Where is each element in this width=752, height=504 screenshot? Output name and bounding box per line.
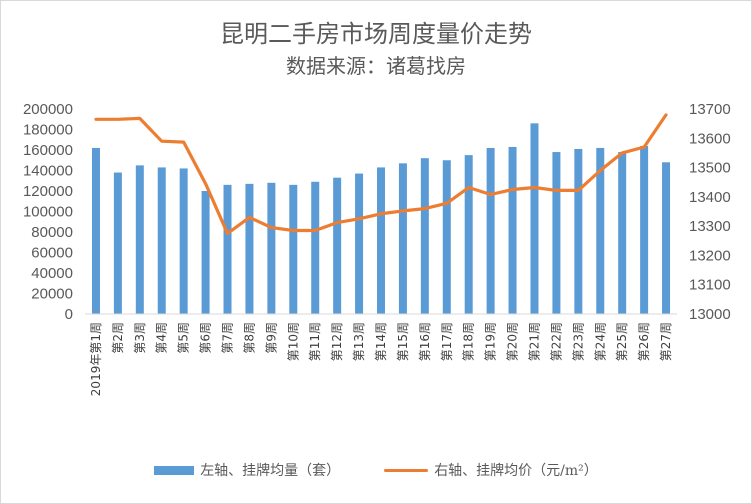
left-tick-label: 0	[65, 306, 73, 323]
x-tick-label: 2019年第1周	[89, 322, 103, 396]
right-tick-label: 13200	[689, 247, 731, 264]
x-tick-label: 第21周	[527, 322, 541, 361]
left-tick-label: 40000	[31, 265, 73, 282]
x-tick-label: 第16周	[418, 322, 432, 361]
bar	[223, 184, 232, 314]
bar	[311, 181, 320, 314]
bar	[618, 152, 627, 314]
right-tick-label: 13100	[689, 277, 731, 294]
price-line	[94, 113, 668, 236]
x-tick-label: 第15周	[396, 322, 410, 361]
left-tick-label: 200000	[23, 101, 73, 118]
legend-item-price: 右轴、挂牌均价（元/m²）	[384, 460, 598, 480]
bar	[267, 182, 276, 314]
bar	[398, 163, 407, 314]
x-tick-label: 第24周	[593, 322, 607, 361]
left-tick-label: 140000	[23, 163, 73, 180]
bar	[113, 172, 122, 314]
x-tick-label: 第17周	[440, 322, 454, 361]
x-tick-label: 第25周	[615, 322, 629, 361]
legend-label-volume: 左轴、挂牌均量（套）	[200, 463, 341, 479]
left-tick-label: 160000	[23, 142, 73, 159]
left-tick-label: 100000	[23, 204, 73, 221]
x-tick-label: 第27周	[659, 322, 673, 361]
bar	[91, 147, 100, 314]
x-tick-label: 第4周	[155, 322, 169, 354]
bar	[530, 123, 539, 314]
right-axis: 13000 13100 13200 13300 13400 13500 13600 13700	[689, 101, 731, 323]
bar	[377, 167, 385, 314]
left-tick-label: 80000	[31, 224, 73, 241]
bar	[662, 162, 671, 314]
right-tick-label: 13300	[689, 218, 731, 235]
bar	[289, 184, 298, 314]
right-tick-label: 13000	[689, 306, 731, 323]
x-tick-label: 第12周	[330, 322, 344, 361]
legend-label-price: 右轴、挂牌均价（元/m²）	[434, 463, 598, 479]
x-tick-label: 第23周	[571, 322, 585, 361]
bar	[508, 146, 517, 314]
right-tick-label: 13500	[689, 160, 731, 177]
bar	[640, 145, 649, 314]
bar	[596, 147, 605, 314]
bar	[552, 152, 561, 314]
bar	[574, 148, 583, 314]
bar	[420, 158, 429, 314]
x-tick-label: 第8周	[242, 322, 256, 354]
chart-title: 昆明二手房市场周度量价走势	[220, 20, 532, 48]
x-tick-label: 第3周	[133, 322, 147, 354]
left-tick-label: 180000	[23, 122, 73, 139]
x-tick-label: 第7周	[221, 322, 235, 354]
x-tick-label: 第10周	[286, 322, 300, 361]
chart-plot: 0 20000 40000 60000 80000 100000 120000 140000 1…	[23, 101, 731, 396]
x-tick-label: 第13周	[352, 322, 366, 361]
bar	[135, 165, 144, 314]
bar	[464, 155, 473, 314]
x-tick-label: 第20周	[506, 322, 520, 361]
line-series	[94, 113, 668, 236]
left-tick-label: 120000	[23, 183, 73, 200]
legend-item-volume: 左轴、挂牌均量（套）	[154, 460, 340, 480]
x-tick-label: 第11周	[308, 322, 322, 361]
x-tick-label: 第18周	[462, 322, 476, 361]
right-tick-label: 13600	[689, 130, 731, 147]
bar	[179, 168, 188, 314]
bar	[442, 160, 451, 314]
left-tick-label: 20000	[31, 286, 73, 303]
right-tick-label: 13700	[689, 101, 731, 118]
right-tick-label: 13400	[689, 189, 731, 206]
left-axis: 0 20000 40000 60000 80000 100000 120000 140000 1…	[23, 101, 73, 323]
bar	[333, 177, 342, 314]
bar	[486, 147, 495, 314]
x-tick-label: 第22周	[549, 322, 563, 361]
legend-line-swatch	[384, 468, 429, 472]
x-tick-label: 第9周	[264, 322, 278, 354]
x-tick-label: 第26周	[637, 322, 651, 361]
legend: 左轴、挂牌均量（套） 右轴、挂牌均价（元/m²）	[0, 460, 752, 480]
x-tick-label: 第19周	[484, 322, 498, 361]
x-axis: 2019年第1周 第2周 第3周 第4周 第5周 第6周 第7周 第8周 第9周 第10周 第11周…	[85, 313, 677, 396]
legend-bar-swatch	[154, 465, 195, 475]
bar	[157, 167, 166, 314]
x-tick-label: 第6周	[199, 322, 213, 354]
bar-series	[91, 123, 671, 314]
bar	[355, 173, 364, 314]
chart-subtitle: 数据来源：诸葛找房	[286, 54, 466, 78]
x-tick-label: 第2周	[111, 322, 125, 354]
bar	[201, 191, 210, 314]
bar	[245, 183, 254, 314]
left-tick-label: 60000	[31, 245, 73, 262]
x-tick-label: 第14周	[374, 322, 388, 361]
x-tick-label: 第5周	[177, 322, 191, 354]
